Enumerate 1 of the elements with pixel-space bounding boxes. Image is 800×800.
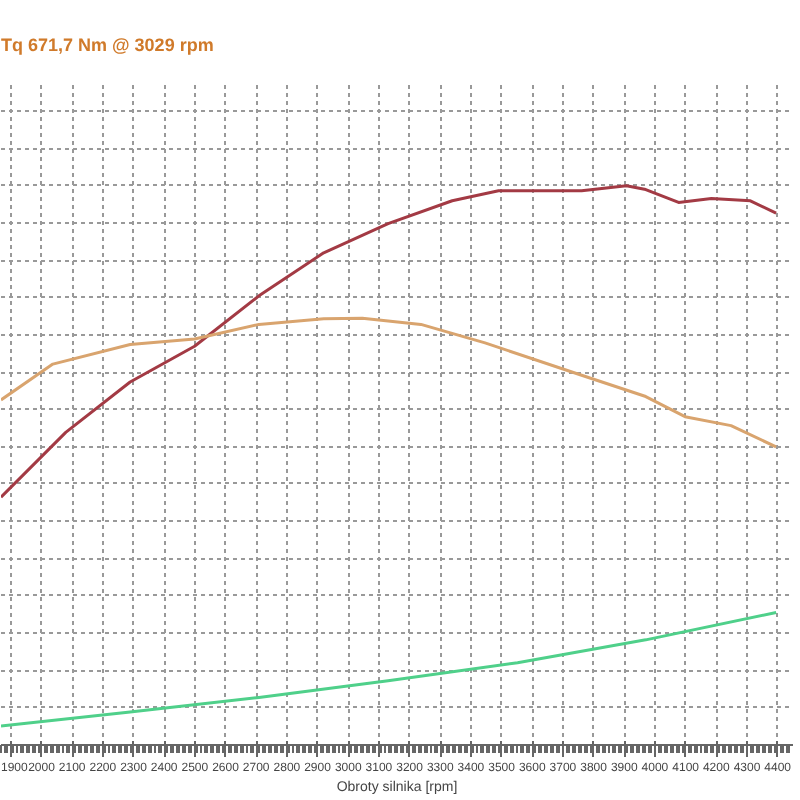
chart-title: Tq 671,7 Nm @ 3029 rpm (1, 35, 214, 55)
